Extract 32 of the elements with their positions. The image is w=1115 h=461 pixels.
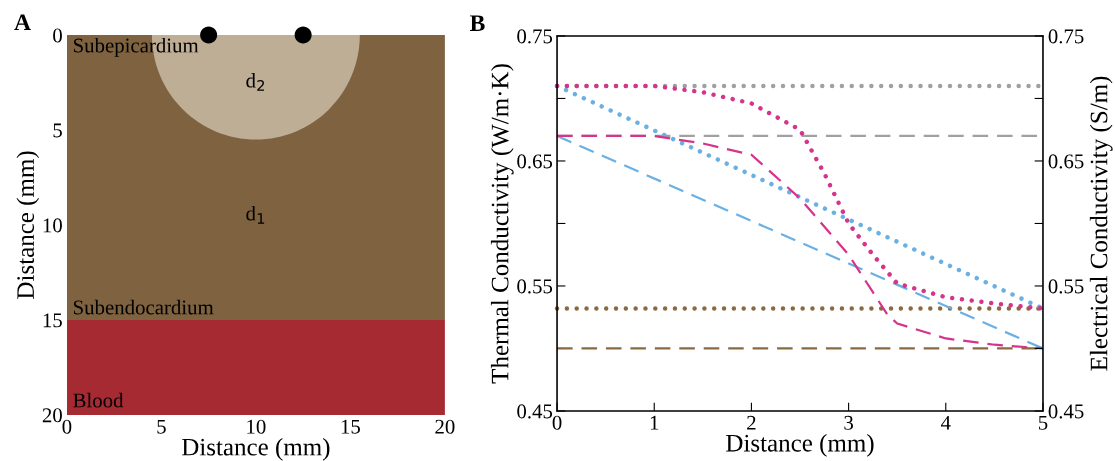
y-tick-label: 10 [43, 218, 62, 233]
annotation: d$_{2}$ [246, 72, 265, 91]
y-tick-label: 15 [43, 313, 62, 328]
chart-title: B [469, 15, 485, 31]
y2-tick-label: 0.75 [1048, 29, 1084, 44]
y-tick-label: 0.65 [517, 154, 553, 169]
y-tick-label: 0.45 [517, 404, 553, 419]
annotation: Subendocardium [73, 299, 214, 315]
annotation: d$_{1}$ [246, 205, 265, 224]
y-tick-label: 0.55 [517, 279, 553, 294]
x-tick-label: 5 [1038, 415, 1048, 430]
x-tick-label: 3 [844, 415, 853, 430]
x-tick-label: 2 [747, 415, 756, 430]
x-tick-label: 1 [650, 415, 659, 430]
x-tick-label: 5 [157, 419, 166, 434]
y-tick-label: 0 [53, 28, 62, 43]
y2-tick-label: 0.45 [1048, 404, 1084, 419]
y2-tick-label: 0.55 [1048, 279, 1084, 294]
x-axis-title: Distance (mm) [726, 434, 874, 457]
y-axis-title: Distance (mm) [16, 151, 40, 299]
y2-axis-title: Electrical Conductivity (S/m) [1089, 76, 1113, 371]
x-axis-title: Distance (mm) [181, 437, 330, 461]
x-tick-label: 20 [435, 419, 455, 434]
x-tick-label: 15 [341, 419, 360, 434]
y2-tick-label: 0.65 [1048, 154, 1084, 169]
y-tick-label: 0.75 [517, 29, 553, 44]
annotation: Blood [73, 392, 124, 408]
y-axis-title: Thermal Conductivity (W/m·K) [490, 64, 514, 384]
chart-title: A [14, 14, 31, 31]
x-tick-label: 10 [247, 419, 266, 434]
y-tick-label: 5 [53, 123, 62, 138]
x-tick-label: 4 [940, 415, 951, 430]
